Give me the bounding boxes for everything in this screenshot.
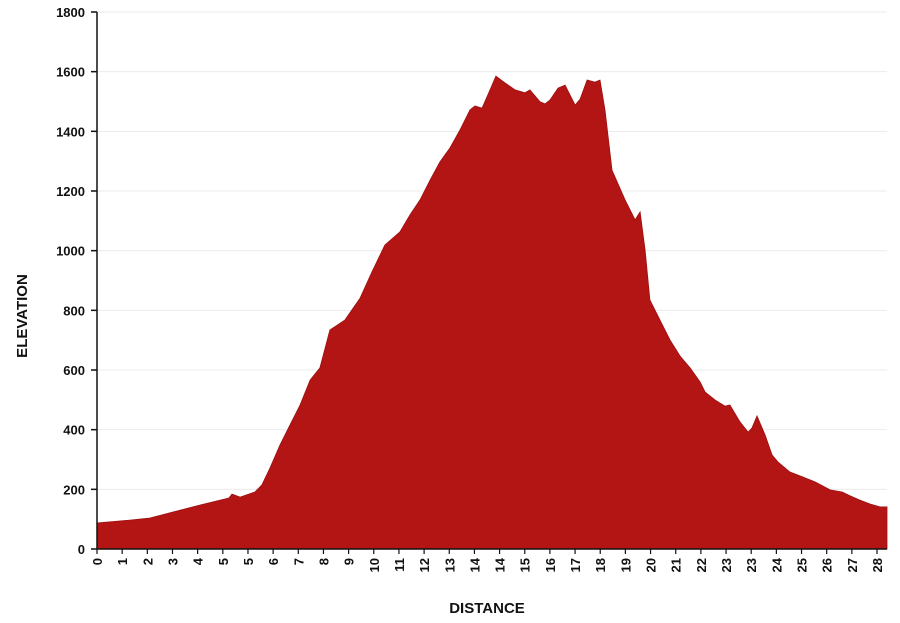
y-axis-ticks: 0 200 400 600 800 1000 1200 1400 1600 1800 (56, 5, 97, 557)
x-tick-label: 22 (694, 558, 709, 572)
y-tick-label: 0 (78, 542, 85, 557)
x-tick-label: 10 (367, 558, 382, 572)
x-axis-ticks: 0 1 2 3 4 5 5 6 7 8 9 10 11 12 13 14 14 15 16 17 18 19 20 21 22 2… (90, 549, 885, 572)
x-tick-label: 7 (291, 558, 306, 565)
y-tick-label: 800 (63, 303, 85, 318)
x-tick-label: 23 (719, 558, 734, 572)
x-tick-label: 21 (669, 558, 684, 572)
x-tick-label: 2 (140, 558, 155, 565)
x-tick-label: 16 (543, 558, 558, 572)
x-tick-label: 15 (518, 558, 533, 572)
x-tick-label: 9 (342, 558, 357, 565)
x-tick-label: 24 (769, 557, 784, 572)
x-tick-label: 6 (266, 558, 281, 565)
x-tick-label: 14 (493, 557, 508, 572)
elevation-area (96, 75, 888, 550)
x-tick-label: 14 (467, 557, 482, 572)
y-tick-label: 400 (63, 423, 85, 438)
x-tick-label: 20 (644, 558, 659, 572)
x-tick-label: 18 (593, 558, 608, 572)
x-tick-label: 12 (417, 558, 432, 572)
y-tick-label: 1000 (56, 244, 85, 259)
y-tick-label: 600 (63, 363, 85, 378)
x-tick-label: 3 (165, 558, 180, 565)
x-axis-title: DISTANCE (449, 600, 525, 617)
y-tick-label: 1800 (56, 5, 85, 20)
y-tick-label: 1400 (56, 124, 85, 139)
x-tick-label: 27 (845, 558, 860, 572)
x-tick-label: 4 (191, 557, 206, 565)
x-tick-label: 28 (870, 558, 885, 572)
x-tick-label: 5 (216, 558, 231, 565)
x-tick-label: 5 (241, 558, 256, 565)
y-tick-label: 1600 (56, 65, 85, 80)
x-tick-label: 13 (442, 558, 457, 572)
x-tick-label: 1 (115, 558, 130, 565)
x-tick-label: 23 (744, 558, 759, 572)
y-axis-title: ELEVATION (14, 274, 31, 358)
x-tick-label: 17 (568, 558, 583, 572)
y-tick-label: 200 (63, 482, 85, 497)
x-tick-label: 25 (795, 558, 810, 572)
y-tick-label: 1200 (56, 184, 85, 199)
x-tick-label: 8 (316, 558, 331, 565)
axes (96, 12, 887, 550)
x-tick-label: 0 (90, 558, 105, 565)
x-tick-label: 11 (392, 558, 407, 572)
x-tick-label: 26 (820, 558, 835, 572)
x-tick-label: 19 (618, 558, 633, 572)
